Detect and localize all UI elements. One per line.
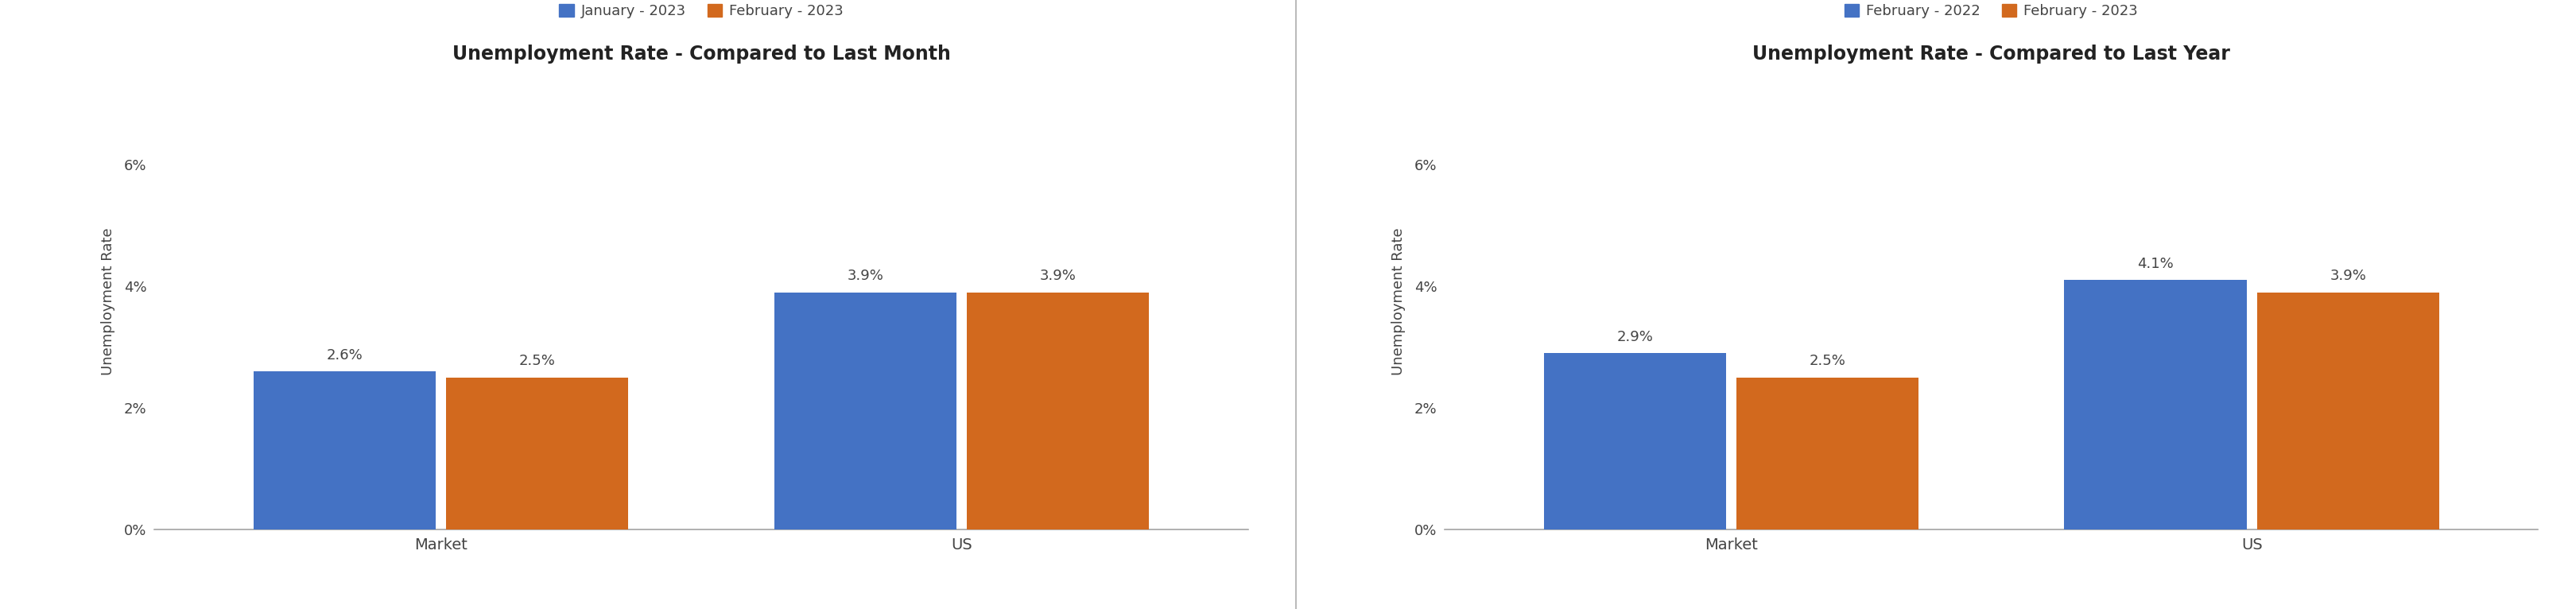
Y-axis label: Unemployment Rate: Unemployment Rate	[1391, 228, 1404, 375]
Text: 3.9%: 3.9%	[1038, 269, 1077, 283]
Text: 2.5%: 2.5%	[1808, 354, 1844, 368]
Legend: February - 2022, February - 2023: February - 2022, February - 2023	[1839, 0, 2143, 24]
Text: 3.9%: 3.9%	[848, 269, 884, 283]
Bar	[2257, 292, 2439, 530]
Text: 2.9%: 2.9%	[1615, 330, 1654, 344]
Y-axis label: Unemployment Rate: Unemployment Rate	[100, 228, 116, 375]
Bar	[446, 378, 629, 530]
Text: 2.6%: 2.6%	[327, 348, 363, 362]
Bar	[773, 292, 956, 530]
Text: 2.5%: 2.5%	[518, 354, 556, 368]
Bar	[2063, 280, 2246, 530]
Text: 4.1%: 4.1%	[2136, 257, 2174, 271]
Bar	[1736, 378, 1919, 530]
Text: 3.9%: 3.9%	[2329, 269, 2365, 283]
Bar	[966, 292, 1149, 530]
Title: Unemployment Rate - Compared to Last Year: Unemployment Rate - Compared to Last Yea…	[1752, 44, 2231, 64]
Title: Unemployment Rate - Compared to Last Month: Unemployment Rate - Compared to Last Mon…	[451, 44, 951, 64]
Legend: January - 2023, February - 2023: January - 2023, February - 2023	[554, 0, 848, 24]
Bar	[1543, 353, 1726, 530]
Bar	[252, 371, 435, 530]
